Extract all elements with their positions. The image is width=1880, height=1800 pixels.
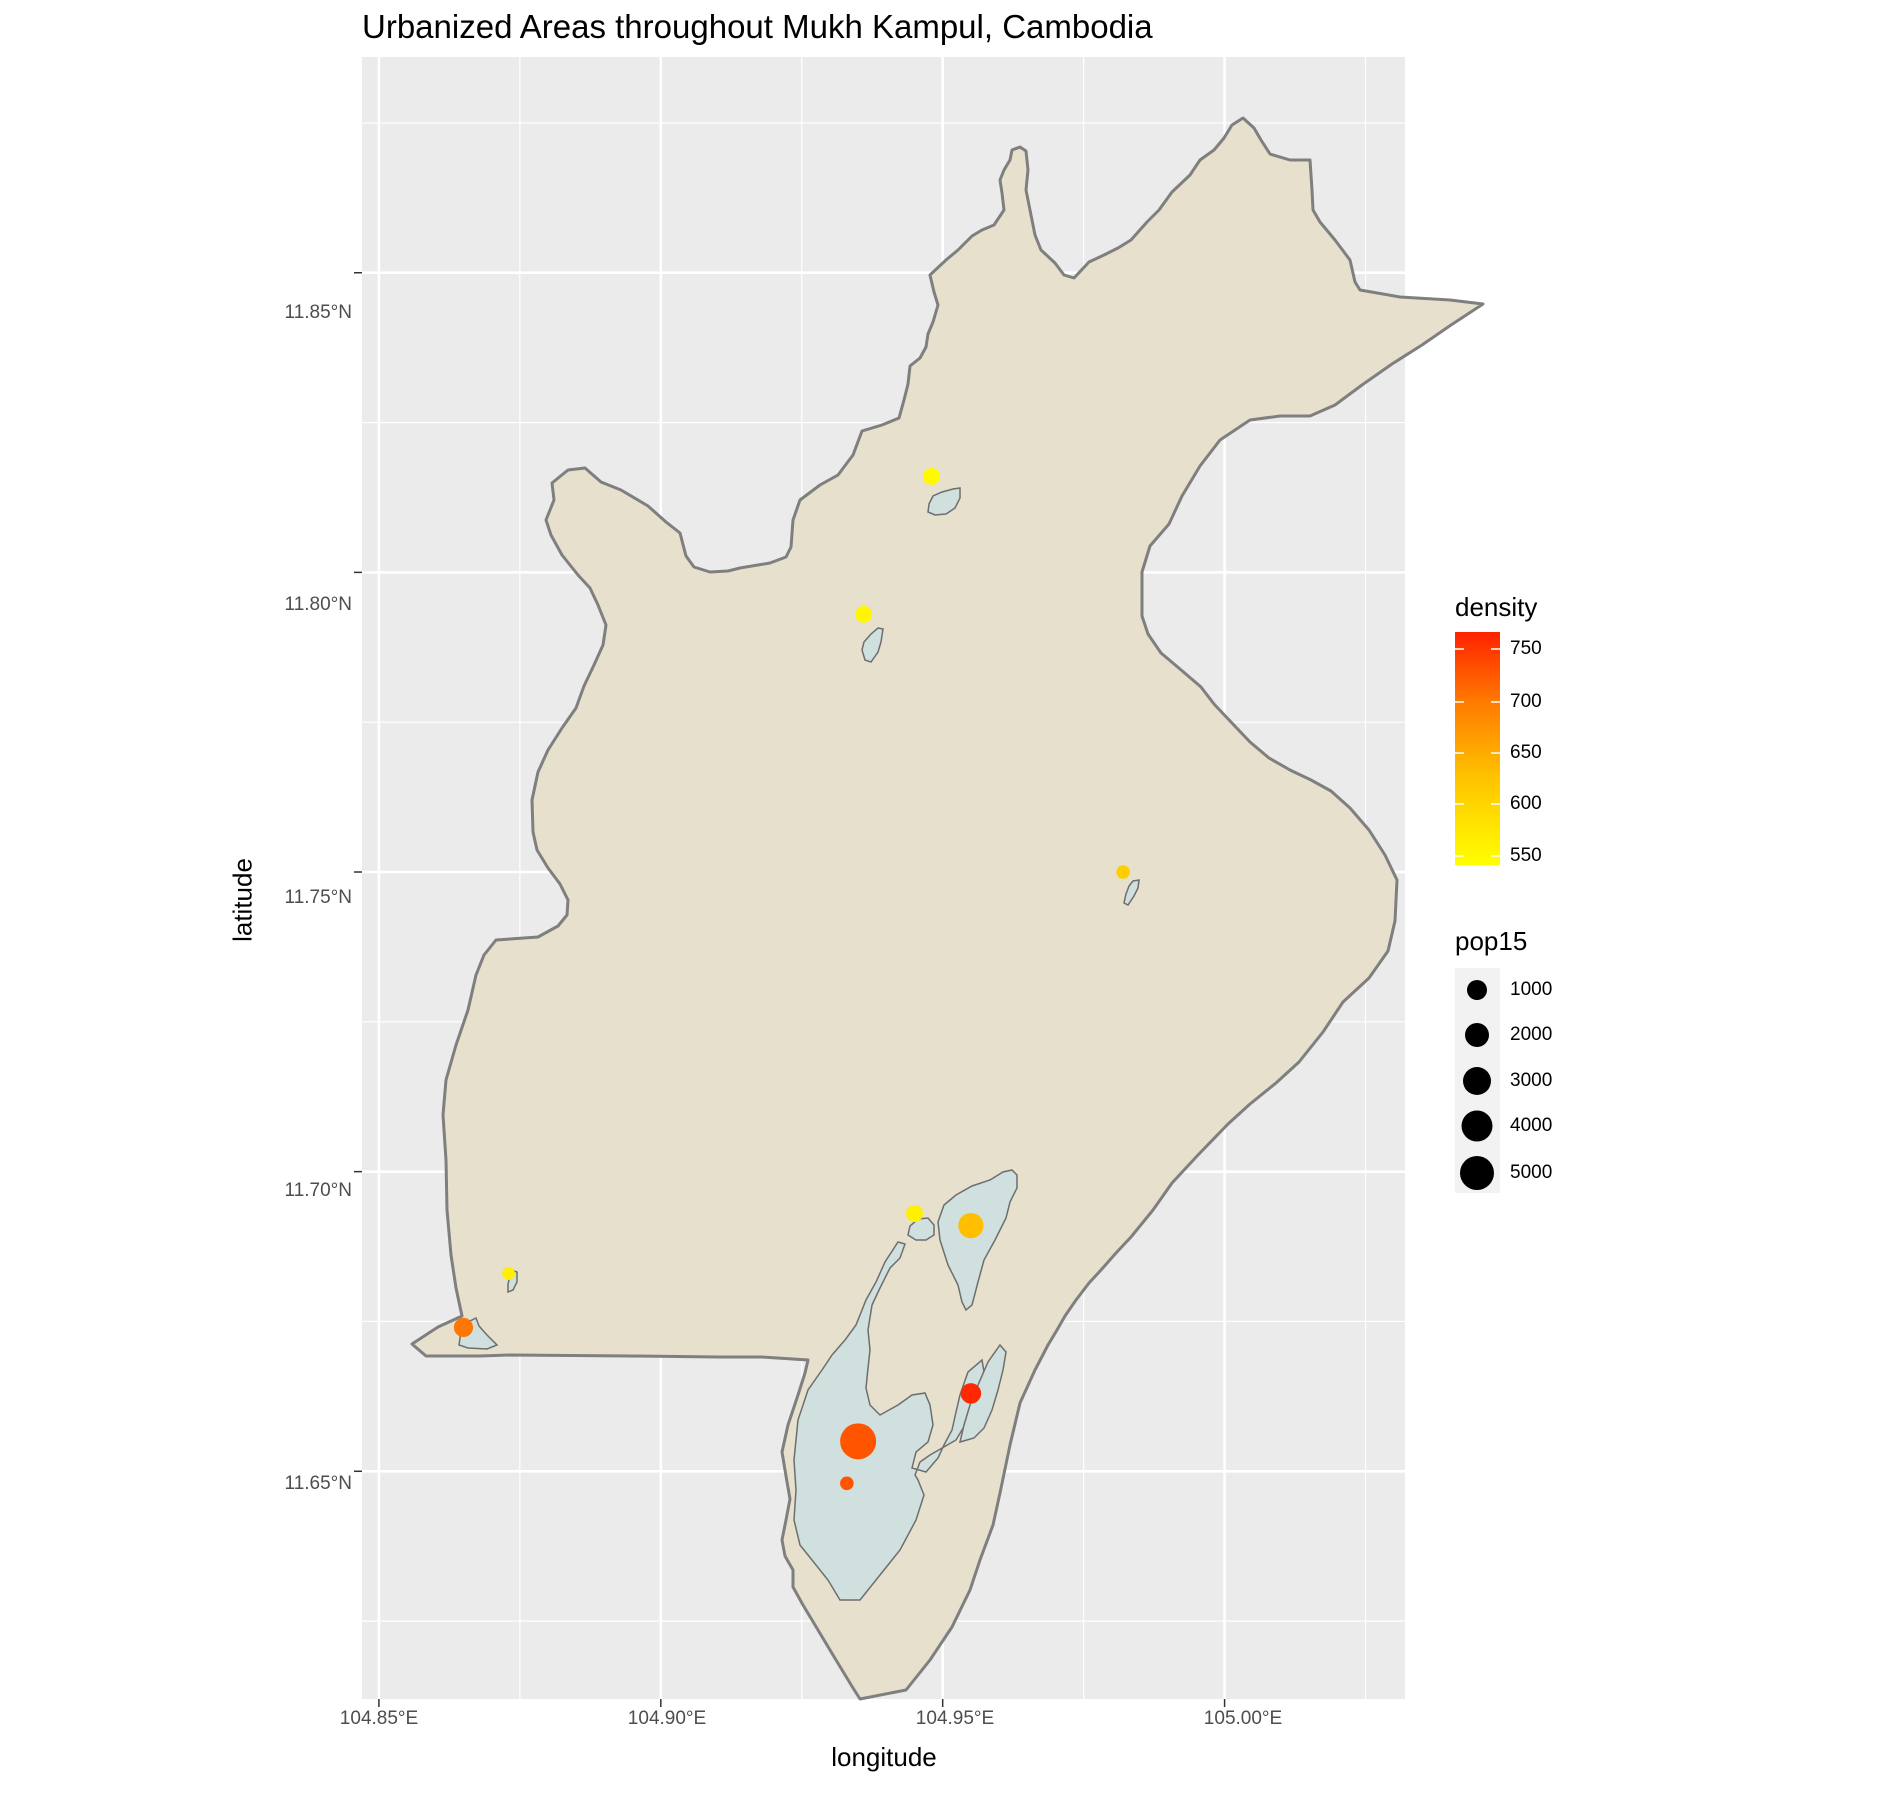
data-point: [1116, 865, 1130, 879]
pop15-legend-label: 4000: [1510, 1115, 1553, 1136]
pop15-legend-label: 1000: [1510, 979, 1553, 1000]
colorbar-ticks: [1455, 648, 1500, 857]
urban-area-south-river: [958, 1343, 1007, 1444]
district-polygon: [410, 116, 1485, 1701]
y-tick-label: 11.75°N: [284, 887, 352, 908]
y-tick-label: 11.65°N: [284, 1473, 352, 1494]
density-legend-label: 650: [1510, 742, 1542, 763]
pop15-legend-symbol: [1460, 1156, 1494, 1190]
x-tick-label: 105.00°E: [1203, 1708, 1283, 1729]
x-tick-label: 104.90°E: [627, 1708, 707, 1729]
x-tick-label: 104.85°E: [339, 1708, 419, 1729]
district-boundary: [410, 116, 1485, 1701]
urban-area-south-small: [907, 1217, 935, 1241]
pop15-legend-symbols: [1460, 980, 1494, 1190]
x-tick-label: 104.95°E: [915, 1708, 995, 1729]
pop15-legend-symbol: [1461, 1110, 1493, 1142]
urban-area-central: [861, 627, 884, 663]
pop15-legend-label: 2000: [1510, 1024, 1553, 1045]
y-axis-label: latitude: [227, 858, 258, 942]
data-point: [960, 1383, 982, 1404]
pop15-legend-symbol: [1465, 1023, 1489, 1047]
density-legend-label: 600: [1510, 793, 1542, 814]
data-point: [958, 1212, 984, 1239]
pop15-legend-label: 3000: [1510, 1070, 1553, 1091]
data-point: [840, 1423, 877, 1460]
y-tick-label: 11.80°N: [284, 594, 352, 615]
data-point: [855, 605, 873, 623]
x-axis-label: longitude: [831, 1742, 937, 1772]
pop15-legend-symbol: [1467, 980, 1487, 1000]
chart-title: Urbanized Areas throughout Mukh Kampul, …: [362, 8, 1153, 45]
pop15-legend-title: pop15: [1455, 926, 1528, 956]
density-colorbar: [1455, 632, 1500, 865]
data-point: [502, 1267, 516, 1280]
data-point: [453, 1317, 474, 1338]
y-tick-label: 11.70°N: [284, 1180, 352, 1201]
urban-areas: [458, 487, 1140, 1601]
pop15-legend-label: 5000: [1510, 1162, 1553, 1183]
data-point: [840, 1476, 854, 1491]
point-layer: [453, 468, 1130, 1491]
density-legend-title: density: [1455, 592, 1538, 622]
pop15-legend-symbol: [1463, 1067, 1491, 1095]
data-point: [922, 468, 940, 485]
data-point: [906, 1205, 923, 1223]
urban-area-east: [1123, 879, 1140, 906]
urban-area-north: [927, 487, 961, 516]
density-legend-label: 550: [1510, 845, 1542, 866]
density-legend-label: 750: [1510, 638, 1542, 659]
density-legend-label: 700: [1510, 691, 1542, 712]
urban-area-south-east: [937, 1169, 1018, 1312]
y-tick-label: 11.85°N: [284, 302, 352, 323]
